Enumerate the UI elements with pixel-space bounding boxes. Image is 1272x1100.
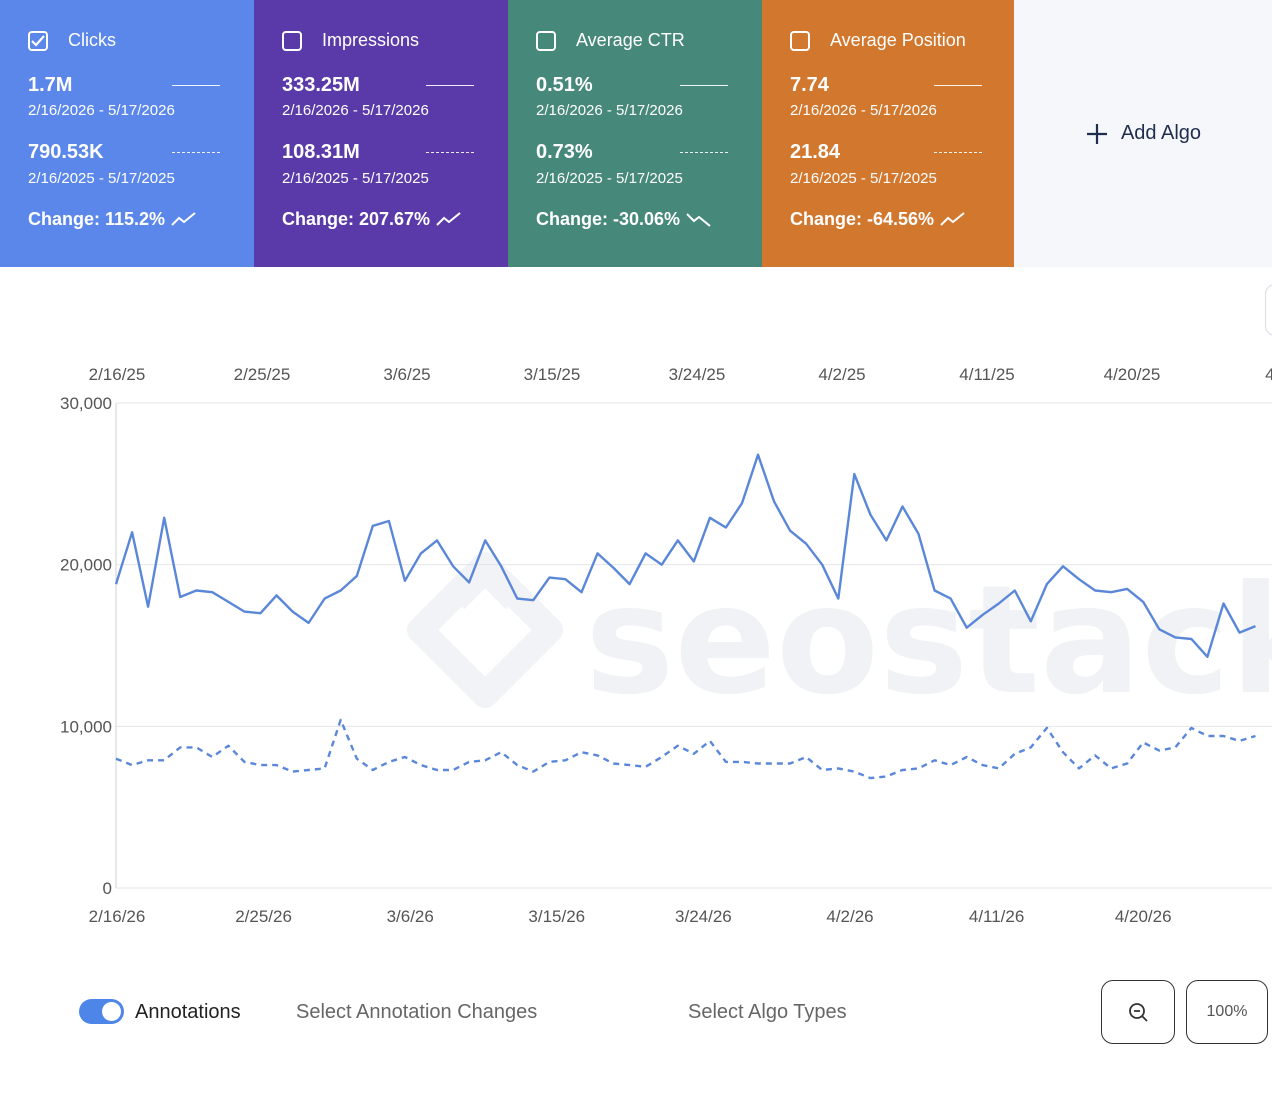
watermark-text: seostack [585, 554, 1272, 728]
checkbox-icon[interactable] [282, 30, 302, 51]
current-range: 2/16/2026 - 5/17/2026 [790, 102, 937, 119]
checkbox-icon[interactable] [536, 30, 556, 51]
card-toggle[interactable]: Average CTR [536, 30, 685, 51]
clicks-line-chart: seostack 0 10,000 20,000 30,000 2/16/25 2/25/2… [60, 365, 1272, 926]
top-x-tick-label: 4/11/25 [959, 365, 1014, 384]
trend-up-icon [940, 211, 965, 226]
current-period-line-icon [172, 85, 220, 86]
bottom-x-tick-label: 4/20/26 [1115, 907, 1172, 926]
trend-up-icon [436, 211, 461, 226]
previous-range: 2/16/2025 - 5/17/2025 [790, 170, 937, 187]
current-period-line-icon [680, 85, 728, 86]
top-x-tick-label: 3/15/25 [524, 365, 581, 384]
card-clicks[interactable]: Clicks 1.7M 2/16/2026 - 5/17/2026 790.53K 2/… [0, 0, 254, 267]
metric-cards: Clicks 1.7M 2/16/2026 - 5/17/2026 790.53K 2/… [0, 0, 1272, 267]
previous-value: 790.53K [28, 141, 104, 163]
change-row: Change: -64.56% [790, 209, 966, 230]
current-range: 2/16/2026 - 5/17/2026 [536, 102, 683, 119]
panel-edge-button[interactable] [1265, 284, 1272, 336]
top-x-tick-label: 3/24/25 [669, 365, 726, 384]
current-value: 333.25M [282, 74, 360, 96]
bottom-x-tick-label: 3/24/26 [675, 907, 732, 926]
bottom-x-tick-label: 4/11/26 [969, 907, 1024, 926]
bottom-x-tick-label: 3/15/26 [528, 907, 585, 926]
current-period-line-icon [934, 85, 982, 86]
card-toggle[interactable]: Impressions [282, 30, 419, 51]
current-period-series-line [114, 453, 1256, 658]
previous-value: 21.84 [790, 141, 841, 163]
current-period-line-icon [426, 85, 474, 86]
change-row: Change: -30.06% [536, 209, 712, 230]
annotations-toggle[interactable] [79, 999, 124, 1024]
previous-range: 2/16/2025 - 5/17/2025 [282, 170, 429, 187]
card-title: Impressions [322, 30, 420, 50]
previous-value: 108.31M [282, 141, 360, 163]
bottom-x-tick-label: 4/2/26 [826, 907, 873, 926]
previous-period-line-icon [426, 152, 474, 153]
zoom-out-button[interactable] [1101, 980, 1175, 1044]
previous-range: 2/16/2025 - 5/17/2025 [28, 170, 175, 187]
change-row: Change: 207.67% [282, 209, 462, 230]
top-x-tick-label: 4/2/25 [818, 365, 865, 384]
top-x-tick-label: 2/16/25 [89, 365, 146, 384]
change-value: Change: 207.67% [282, 209, 431, 229]
trend-down-icon [686, 212, 711, 227]
bottom-x-tick-label: 3/6/26 [387, 907, 434, 926]
add-algo-label: Add Algo [1120, 122, 1202, 144]
change-value: Change: -64.56% [790, 209, 935, 229]
chart-controls: Annotations Select Annotation Changes Se… [0, 975, 1272, 1055]
y-tick-label: 0 [103, 879, 112, 898]
add-algo-button[interactable]: Add Algo [1014, 0, 1272, 267]
card-average-ctr[interactable]: Average CTR 0.51% 2/16/2026 - 5/17/2026 0.7… [508, 0, 762, 267]
zoom-level: 100% [1206, 1003, 1248, 1020]
card-average-position[interactable]: Average Position 7.74 2/16/2026 - 5/17/202… [762, 0, 1016, 267]
current-range: 2/16/2026 - 5/17/2026 [28, 102, 175, 119]
card-toggle[interactable]: Average Position [790, 30, 966, 51]
card-title: Average Position [830, 30, 966, 50]
annotations-label: Annotations [135, 1001, 241, 1023]
change-row: Change: 115.2% [28, 209, 197, 230]
card-title: Average CTR [576, 30, 685, 50]
top-x-tick-label: 4/2 [1265, 365, 1272, 384]
bottom-x-tick-label: 2/16/26 [89, 907, 146, 926]
previous-period-line-icon [172, 152, 220, 153]
seostack-watermark-logo [407, 552, 563, 708]
top-x-tick-label: 4/20/25 [1104, 365, 1161, 384]
previous-period-series-line [115, 718, 1256, 780]
trend-up-icon [171, 211, 196, 226]
change-value: Change: 115.2% [28, 209, 166, 229]
current-value: 0.51% [536, 74, 593, 96]
change-value: Change: -30.06% [536, 209, 681, 229]
previous-range: 2/16/2025 - 5/17/2025 [536, 170, 683, 187]
plus-icon [1086, 123, 1107, 144]
select-annotation-changes[interactable]: Select Annotation Changes [296, 1001, 538, 1023]
y-tick-label: 20,000 [60, 556, 112, 575]
top-x-tick-label: 2/25/25 [234, 365, 291, 384]
top-x-tick-label: 3/6/25 [383, 365, 430, 384]
zoom-out-icon [1129, 1003, 1148, 1022]
current-value: 7.74 [790, 74, 829, 96]
current-range: 2/16/2026 - 5/17/2026 [282, 102, 429, 119]
checkbox-checked-icon[interactable] [28, 30, 48, 51]
select-algo-types[interactable]: Select Algo Types [688, 1001, 847, 1023]
zoom-level-button[interactable]: 100% [1186, 980, 1268, 1044]
card-toggle[interactable]: Clicks [28, 30, 116, 51]
previous-period-line-icon [934, 152, 982, 153]
previous-value: 0.73% [536, 141, 593, 163]
card-title: Clicks [68, 30, 116, 50]
card-impressions[interactable]: Impressions 333.25M 2/16/2026 - 5/17/2026 1… [254, 0, 508, 267]
bottom-x-tick-label: 2/25/26 [235, 907, 292, 926]
y-tick-label: 10,000 [60, 717, 112, 736]
checkbox-icon[interactable] [790, 30, 810, 51]
current-value: 1.7M [28, 74, 73, 96]
y-tick-label: 30,000 [60, 394, 112, 413]
previous-period-line-icon [680, 152, 728, 153]
